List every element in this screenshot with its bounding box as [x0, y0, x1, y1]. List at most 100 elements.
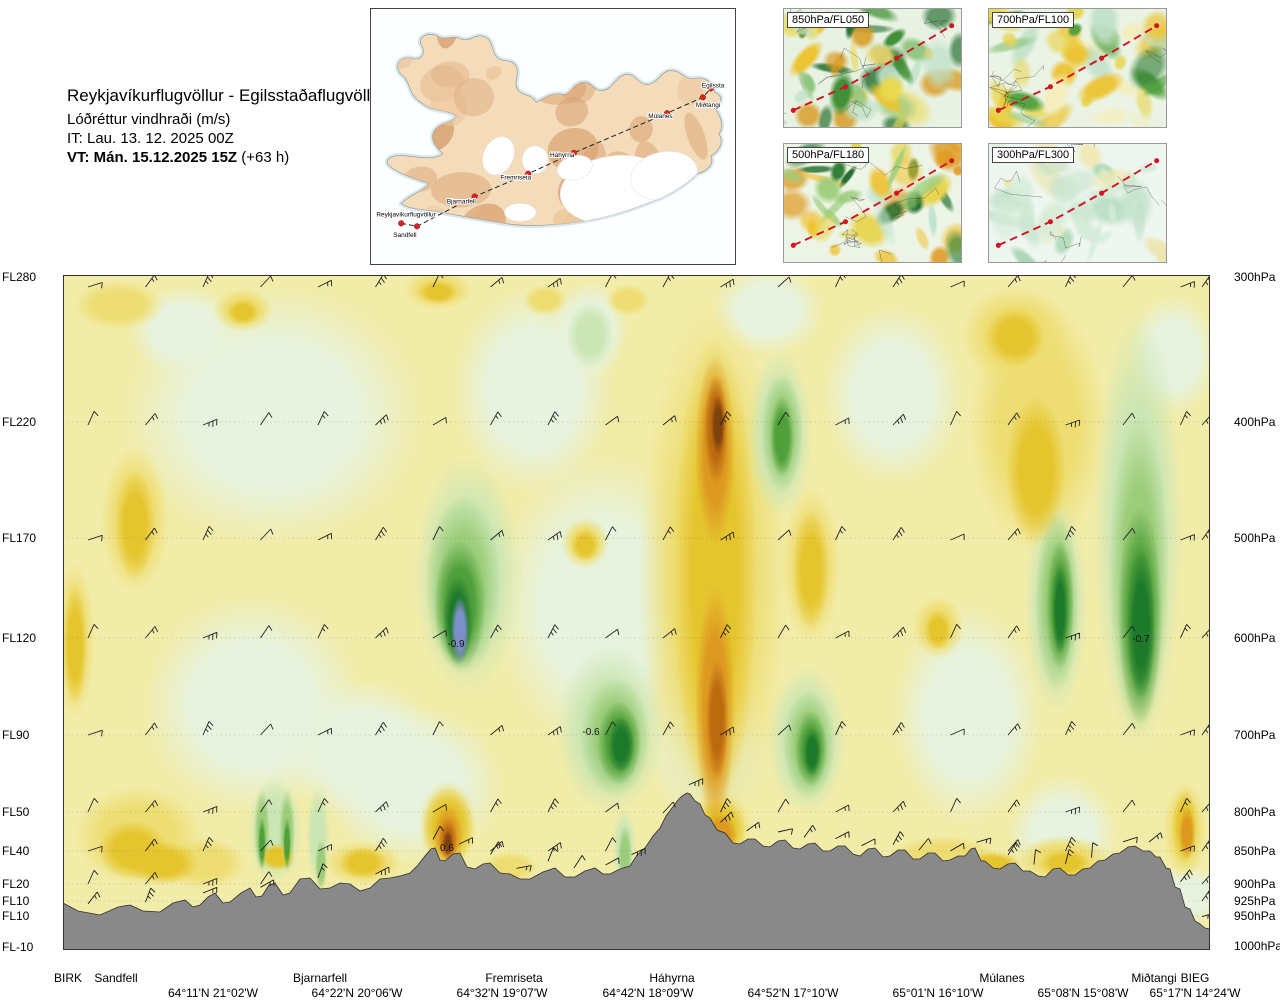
wind-barb [490, 624, 502, 639]
station-name: BIRK [53, 971, 83, 985]
wind-barb [145, 887, 156, 903]
wind-barb [516, 865, 532, 872]
wind-barb [1007, 528, 1021, 541]
wind-barb [547, 842, 562, 852]
panel-route-dot [949, 23, 955, 29]
terrain-relief-shade [431, 61, 470, 89]
wind-barb [688, 778, 704, 787]
pressure-tick: 850hPa [1234, 844, 1276, 858]
contour-blob-y1 [606, 284, 650, 316]
wind-barb [835, 630, 850, 639]
route-overview-map: Reykjavíkurflugvöllur Sandfell Bjarnarfell… [370, 8, 736, 265]
init-time: IT: Lau. 13. 12. 2025 00Z [67, 130, 234, 147]
valid-time-offset: (+63 h) [237, 149, 290, 166]
pressure-tick: 1000hPa [1234, 939, 1280, 953]
contour-blob-g2 [315, 839, 327, 891]
wind-barb [432, 526, 444, 541]
wind-barb [260, 625, 273, 639]
station-name: Fremriseta [485, 971, 543, 985]
wind-barb [976, 837, 992, 845]
contour-blob-o2 [706, 660, 728, 780]
panel-route-line [997, 159, 1158, 247]
level-map-panel-500hPa: 500hPa/FL180 [783, 143, 962, 263]
panel-route-dot [1047, 84, 1054, 90]
station-coordinates: 64°11'N 21°02'W [167, 986, 259, 1000]
terrain-relief-shade [436, 34, 460, 49]
wind-barb [202, 837, 214, 852]
station-name: Bjarnarfell [292, 971, 348, 985]
wind-barb [1180, 729, 1195, 736]
contour-blob-g0 [893, 605, 1043, 825]
wind-barb [1180, 624, 1191, 639]
terrain-profile [63, 792, 1210, 950]
level-map-label: 700hPa/FL100 [992, 12, 1075, 28]
flight-level-tick: FL120 [2, 631, 37, 645]
waypoint-dot [707, 85, 714, 92]
station-name: Miðtangi [1131, 971, 1177, 985]
wind-barb [87, 281, 103, 289]
glacier-icon [482, 136, 515, 176]
wind-barb [892, 831, 905, 846]
wind-barb [87, 411, 99, 426]
panel-route-dot [1099, 190, 1105, 196]
contour-blob-y2 [924, 610, 952, 650]
contour-blob-g0 [823, 305, 963, 485]
wind-barb [145, 838, 158, 852]
wind-barb [662, 801, 676, 814]
flight-level-tick: FL280 [2, 270, 37, 284]
contour-blob-g0 [283, 680, 443, 820]
wind-barb [490, 798, 502, 813]
waypoint-label: Bjarnarfell [447, 198, 476, 205]
panel-route-dot [1047, 219, 1054, 225]
pressure-tick: 600hPa [1234, 631, 1276, 645]
level-map-label: 300hPa/FL300 [992, 147, 1075, 163]
station-coordinates: 65°01'N 16°10'W [892, 986, 984, 1000]
page-title: Reykjavíkurflugvöllur - Egilsstaðaflugvö… [67, 86, 386, 105]
wind-barb [260, 528, 274, 541]
flight-level-tick: FL10 [2, 894, 30, 908]
wind-barb [777, 798, 790, 813]
wind-barb [317, 532, 333, 541]
panel-route-dot [790, 107, 796, 113]
station-name: Múlanes [979, 971, 1025, 985]
waypoint-dot [664, 110, 671, 117]
wind-barb [547, 798, 559, 813]
wind-barb [662, 415, 677, 426]
wind-barb [662, 526, 675, 541]
panel-route-dot [842, 219, 849, 225]
wind-barb [892, 275, 905, 288]
wind-barb [317, 727, 333, 736]
wind-barb [1122, 275, 1136, 288]
pressure-tick: 400hPa [1234, 415, 1276, 429]
wind-barb [720, 531, 735, 541]
cross-section-svg: -0.9 -0.6 0.6 -0.7 [63, 275, 1210, 950]
station-coordinates: 64°42'N 18°09'W [602, 986, 694, 1000]
wind-barb [202, 886, 218, 894]
wind-barb [87, 534, 103, 542]
panel-route-line [792, 159, 953, 247]
station-name: Háhyrna [649, 971, 695, 985]
wind-barb [892, 722, 905, 736]
station-name: BIEG [1180, 971, 1210, 985]
flight-level-tick: FL-10 [2, 940, 34, 954]
wind-barb [1148, 832, 1163, 843]
level-map-canvas [989, 9, 1166, 127]
contour-blob-y2 [63, 585, 87, 705]
valid-time: VT: Mán. 15.12.2025 15Z (+63 h) [67, 148, 385, 167]
contour-blob-y2 [571, 529, 599, 561]
panel-route-dot [790, 242, 796, 248]
wind-barb [777, 411, 790, 426]
pressure-tick: 800hPa [1234, 805, 1276, 819]
iceland-map-svg: Reykjavíkurflugvöllur Sandfell Bjarnarfell… [371, 9, 735, 264]
contour-blob-g1 [566, 301, 614, 369]
panel-route-dot [1099, 55, 1105, 61]
wind-barb [87, 845, 103, 853]
wind-barb [260, 879, 275, 888]
wind-barb [87, 870, 99, 885]
waypoint-dot [525, 170, 532, 177]
wind-barb [605, 721, 617, 736]
flight-level-tick: FL40 [2, 844, 30, 858]
level-map-canvas [784, 9, 961, 127]
wind-barb [720, 624, 732, 639]
contour-blob-g3 [770, 397, 794, 477]
